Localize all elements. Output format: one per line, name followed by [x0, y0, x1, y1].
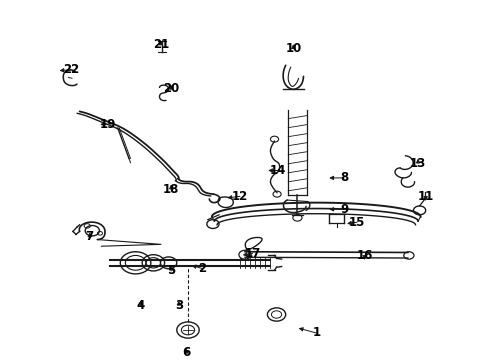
- Text: 4: 4: [137, 299, 145, 312]
- Text: 12: 12: [232, 190, 248, 203]
- Text: 20: 20: [163, 82, 179, 95]
- Text: 9: 9: [340, 203, 348, 216]
- Text: 8: 8: [340, 171, 348, 184]
- Text: 10: 10: [285, 42, 301, 55]
- Text: 11: 11: [417, 190, 434, 203]
- Text: 7: 7: [86, 230, 94, 243]
- Text: 1: 1: [312, 327, 320, 339]
- Text: 3: 3: [175, 299, 183, 312]
- Text: 15: 15: [349, 216, 365, 229]
- Text: 16: 16: [356, 249, 373, 262]
- Text: 22: 22: [63, 63, 79, 76]
- Text: 6: 6: [182, 346, 191, 359]
- Text: 17: 17: [245, 247, 261, 260]
- Text: 5: 5: [167, 265, 175, 278]
- Text: 19: 19: [99, 118, 116, 131]
- Text: 18: 18: [163, 183, 179, 196]
- Text: 21: 21: [153, 38, 169, 51]
- Text: 13: 13: [410, 157, 426, 170]
- Text: 2: 2: [197, 262, 206, 275]
- Text: 14: 14: [270, 164, 286, 177]
